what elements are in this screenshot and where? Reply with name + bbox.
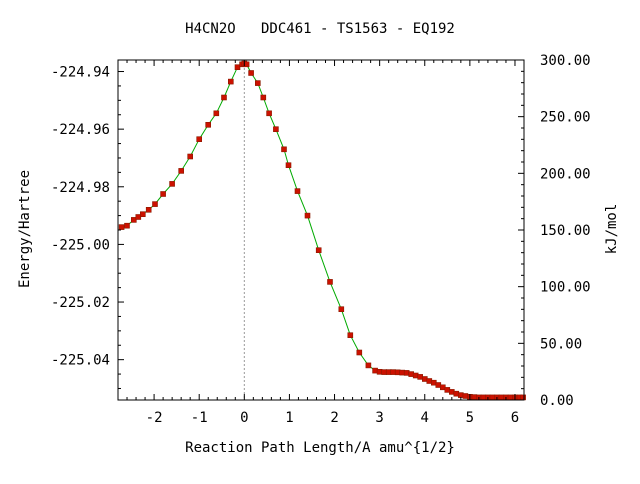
y-axis-title: Energy/Hartree [17,170,33,288]
y2-tick-label: 0.00 [540,393,574,409]
data-point [221,94,227,101]
x-tick-label: 6 [511,410,519,426]
data-point [304,212,311,219]
data-point [520,394,526,401]
data-point [135,214,142,220]
data-point [327,279,333,285]
data-point [228,78,234,85]
data-point [417,374,424,380]
data-point [498,394,505,401]
data-point [178,168,184,174]
x-tick-label: -1 [191,410,208,426]
x-tick-label: 2 [330,410,338,426]
plot-frame [117,59,525,401]
x-axis-title: Reaction Path Length/A amu^{1/2} [185,440,455,456]
data-point [124,222,130,229]
data-point [248,70,254,76]
x-tick-label: 4 [421,410,429,426]
chart-title: H4CN2O DDC461 - TS1563 - EQ192 [185,21,455,37]
data-point [273,126,279,132]
data-point [160,191,166,197]
data-point [131,217,137,223]
data-point [213,110,220,117]
data-point [187,153,193,160]
data-point [260,94,267,101]
data-point [457,392,464,398]
y-axis-right: 300.00 250.00 200.00 150.00 100.00 50.00 0.00 [518,53,591,409]
data-point [243,61,250,68]
x-tick-label: -2 [146,410,163,426]
x-tick-label: 1 [285,410,293,426]
y2-tick-label: 50.00 [540,336,582,352]
series-line [121,62,524,398]
data-point [205,122,211,128]
data-point [365,362,372,369]
y2-tick-label: 200.00 [540,166,591,182]
data-point [140,211,146,217]
y-axis-left: -224.94 -224.96 -224.98 -225.00 -225.02 -225.… [51,65,124,389]
data-point [145,207,152,213]
y-tick-label: -225.04 [51,353,110,369]
y2-axis-title: kJ/mol [604,204,620,255]
y2-tick-label: 300.00 [540,53,591,69]
y-tick-label: -225.02 [51,295,110,311]
y-tick-label: -224.94 [51,65,110,81]
data-point [196,136,202,142]
data-point [376,368,383,375]
data-point [152,201,158,207]
data-point [338,306,345,313]
data-point [281,146,287,153]
data-point [118,224,125,230]
plot-layer [118,60,526,401]
data-point [356,349,363,356]
data-point [294,188,301,194]
y-tick-label: -225.00 [51,237,110,253]
data-point [169,181,175,187]
x-axis: -2 -1 0 1 2 3 4 5 6 [117,60,525,426]
y2-tick-label: 150.00 [540,223,591,239]
data-point [347,332,354,339]
y2-tick-label: 100.00 [540,280,591,296]
x-tick-label: 3 [375,410,383,426]
x-tick-label: 0 [240,410,248,426]
y-tick-label: -224.98 [51,180,110,196]
data-point [234,64,241,70]
y-tick-label: -224.96 [51,122,110,138]
x-tick-label: 5 [466,410,474,426]
data-point [315,247,322,253]
data-point [266,110,272,117]
data-point [285,162,292,168]
y2-tick-label: 250.00 [540,110,591,126]
data-point [255,80,261,86]
